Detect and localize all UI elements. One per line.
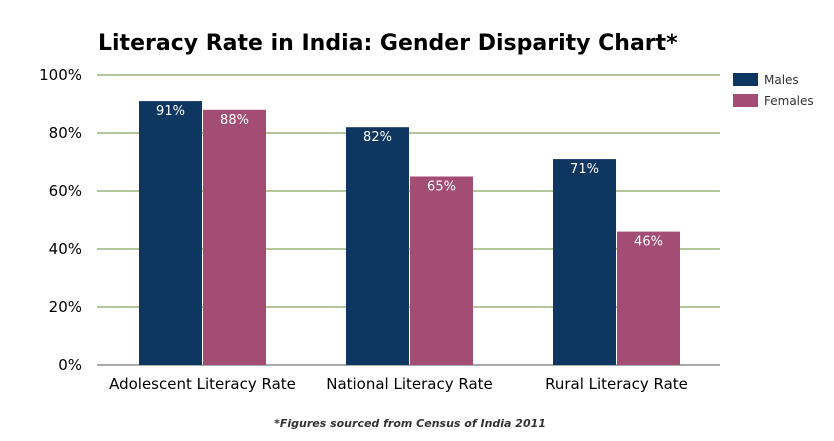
legend: Males Females [733, 73, 814, 108]
data-label: 71% [570, 162, 599, 177]
bar-females-1 [203, 109, 266, 365]
data-label: 91% [156, 104, 185, 119]
y-tick-label: 100% [39, 66, 82, 84]
x-axis-categories: Adolescent Literacy Rate National Literac… [109, 375, 688, 393]
y-tick-label: 80% [49, 124, 82, 142]
data-label: 88% [220, 113, 249, 128]
legend-label-females: Females [764, 94, 814, 108]
data-label: 65% [427, 180, 456, 195]
y-tick-label: 40% [49, 240, 82, 258]
data-label: 82% [363, 130, 392, 145]
legend-swatch-males [733, 73, 758, 86]
bar-females-2 [410, 176, 473, 365]
bar-females-3 [617, 231, 680, 365]
x-category-label: Adolescent Literacy Rate [109, 375, 296, 393]
bar-males-1 [139, 101, 202, 365]
x-category-label: National Literacy Rate [326, 375, 493, 393]
legend-swatch-females [733, 94, 758, 107]
y-tick-label: 20% [49, 298, 82, 316]
data-label: 46% [634, 235, 663, 250]
footnote: *Figures sourced from Census of India 20… [274, 417, 546, 430]
y-axis-ticks: 0% 20% 40% 60% 80% 100% [39, 66, 82, 374]
bars [139, 101, 680, 365]
bar-males-3 [553, 159, 616, 365]
bar-males-2 [346, 127, 409, 365]
chart-title: Literacy Rate in India: Gender Disparity… [98, 31, 678, 56]
y-tick-label: 60% [49, 182, 82, 200]
x-category-label: Rural Literacy Rate [545, 375, 688, 393]
y-tick-label: 0% [58, 356, 82, 374]
legend-label-males: Males [764, 73, 799, 87]
data-labels: 91% 88% 82% 65% 71% 46% [156, 104, 663, 250]
